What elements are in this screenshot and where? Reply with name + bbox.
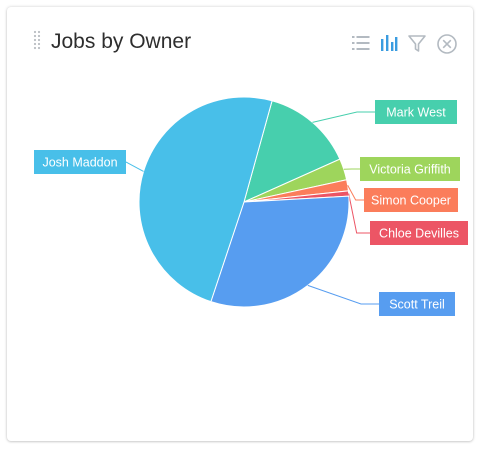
slice-label: Scott Treil xyxy=(379,292,455,316)
slice-label-text: Victoria Griffith xyxy=(369,163,451,177)
slice-label-box xyxy=(360,157,460,181)
slice-label-text: Chloe Devilles xyxy=(379,227,459,241)
leader-line xyxy=(312,111,375,123)
bar-chart-icon[interactable] xyxy=(379,33,401,55)
leader-line xyxy=(348,193,370,234)
slice-label-box xyxy=(34,150,126,174)
slice-label-box xyxy=(379,292,455,316)
close-icon[interactable] xyxy=(436,33,458,55)
leader-line xyxy=(125,161,144,172)
slice-label: Mark West xyxy=(375,100,457,124)
filter-icon[interactable] xyxy=(407,33,429,55)
drag-handle-icon[interactable] xyxy=(33,29,43,55)
slice-label: Chloe Devilles xyxy=(370,221,468,245)
widget-title: Jobs by Owner xyxy=(51,30,192,53)
slice-label: Simon Cooper xyxy=(364,188,458,212)
leader-line xyxy=(307,284,379,305)
slice-label-text: Josh Maddon xyxy=(42,156,117,170)
slice-label-text: Scott Treil xyxy=(389,298,445,312)
list-icon[interactable] xyxy=(351,33,373,55)
slice-label-box xyxy=(370,221,468,245)
leader-line xyxy=(347,185,364,201)
slice-label-text: Simon Cooper xyxy=(371,194,451,208)
pie-slice-josh-maddon[interactable] xyxy=(138,96,273,303)
slice-label-box xyxy=(364,188,458,212)
slice-label-box xyxy=(375,100,457,124)
slice-label-text: Mark West xyxy=(386,106,446,120)
pie-slice-mark-west[interactable] xyxy=(243,100,341,203)
slice-label: Victoria Griffith xyxy=(360,157,460,181)
slice-label: Josh Maddon xyxy=(34,150,126,174)
